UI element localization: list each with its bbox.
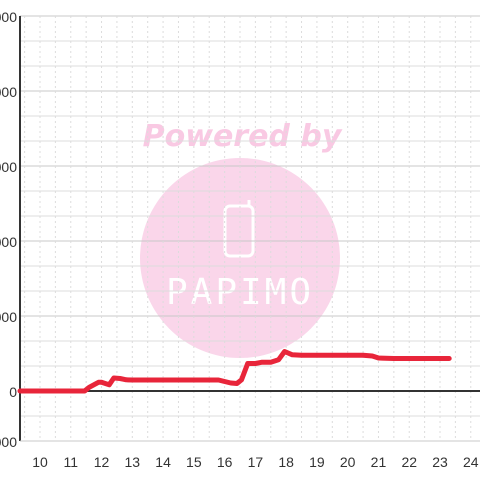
y-tick-label: 150,000 [0, 9, 17, 25]
x-tick-label: 18 [278, 454, 294, 470]
x-tick-label: 21 [371, 454, 387, 470]
y-tick-label: 60,000 [0, 234, 17, 250]
x-tick-label: 10 [32, 454, 48, 470]
y-tick-label: 90,000 [0, 159, 17, 175]
x-tick-label: 15 [186, 454, 202, 470]
x-tick-label: 23 [432, 454, 448, 470]
series-layer [17, 349, 452, 394]
x-tick-label: 20 [340, 454, 356, 470]
y-tick-label: 30,000 [0, 309, 17, 325]
series-line-0 [17, 349, 452, 394]
x-tick-label: 22 [401, 454, 417, 470]
x-tick-label: 12 [94, 454, 110, 470]
x-tick-label: 13 [125, 454, 141, 470]
x-tick-label: 11 [63, 454, 78, 470]
watermark-powered-by: Powered by [143, 119, 343, 154]
x-tick-label: 16 [217, 454, 233, 470]
axes [19, 16, 480, 442]
x-tick-label: 24 [463, 454, 479, 470]
tick-labels: -20,000 0 30,000 60,000 90,000 120,000 150,000… [0, 9, 479, 470]
watermark-logo-text: PAPIMO [166, 272, 314, 313]
x-tick-label: 14 [155, 454, 171, 470]
y-tick-label: 120,000 [0, 84, 17, 100]
y-tick-label: 0 [9, 384, 17, 400]
y-tick-label: -20,000 [0, 434, 17, 450]
x-tick-label: 17 [248, 454, 264, 470]
x-tick-label: 19 [309, 454, 325, 470]
